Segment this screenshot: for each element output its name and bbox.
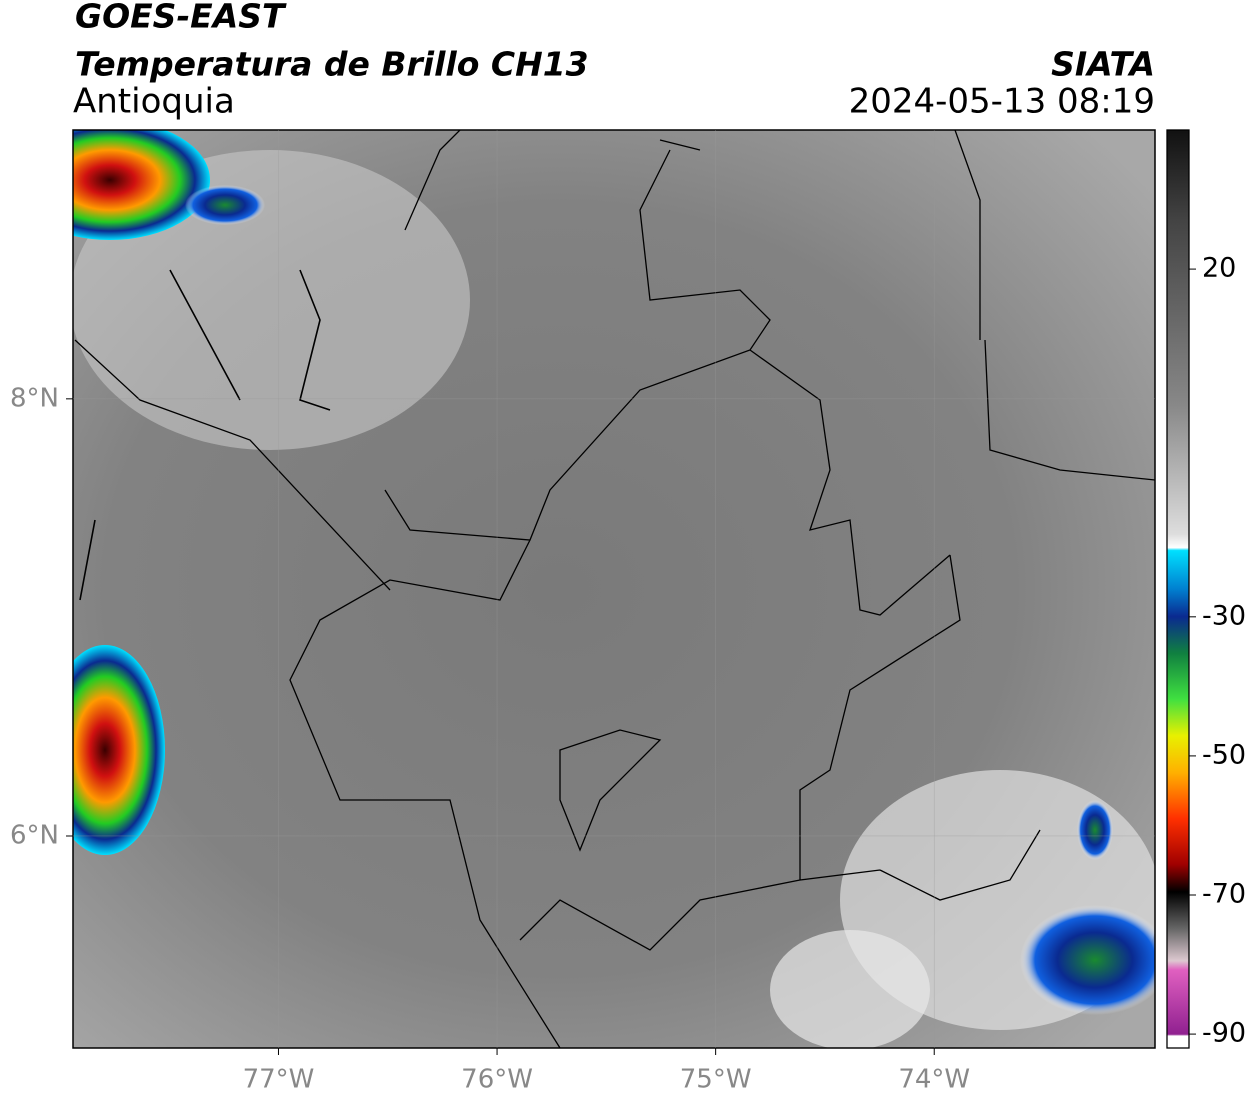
map-image [73, 130, 1155, 1048]
map-frame [72, 129, 1156, 1049]
colorbar-tick-label: -50 [1202, 739, 1246, 770]
y-tick-label: 6°N [10, 820, 59, 850]
colorbar-tick-label: -90 [1202, 1018, 1246, 1049]
x-tick-label: 77°W [243, 1065, 315, 1095]
colorbar-tick-label: 20 [1202, 253, 1236, 284]
source: SIATA [1051, 45, 1155, 84]
subtitle: Temperatura de Brillo CH13 [75, 45, 589, 84]
y-tick-label: 8°N [10, 383, 59, 413]
title: GOES-EAST [75, 0, 287, 36]
colorbar-tick-label: -30 [1202, 600, 1246, 631]
region: Antioquia [73, 82, 235, 122]
colorbar [1166, 129, 1190, 1049]
datetime: 2024-05-13 08:19 [849, 82, 1155, 122]
x-tick-label: 76°W [461, 1065, 533, 1095]
colorbar-tick-label: -70 [1202, 879, 1246, 910]
x-tick-label: 75°W [680, 1065, 752, 1095]
x-tick-label: 74°W [898, 1065, 970, 1095]
